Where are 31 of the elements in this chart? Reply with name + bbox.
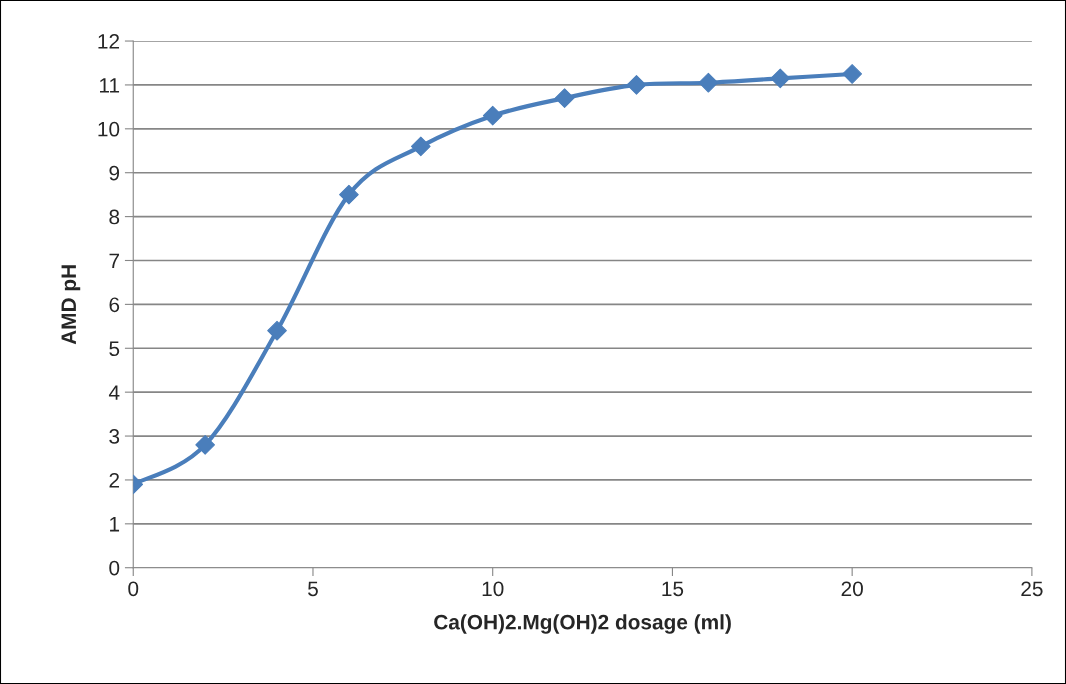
- y-tick-label: 3: [109, 429, 120, 444]
- point: [482, 105, 503, 126]
- x-tick-label: 15: [662, 581, 684, 597]
- y-tick-label: 9: [109, 165, 120, 181]
- y-tick-label: 5: [109, 341, 120, 357]
- point: [626, 75, 647, 95]
- x-tick-label: 10: [482, 581, 504, 597]
- y-tick-label: 7: [109, 253, 120, 269]
- y-axis-title: AMD pH: [61, 265, 81, 345]
- y-tick-label: 6: [109, 297, 120, 313]
- point: [554, 88, 575, 108]
- y-tick-label: 2: [109, 472, 120, 488]
- x-tick-label: 5: [308, 581, 318, 597]
- x-axis-title: Ca(OH)2.Mg(OH)2 dosage (ml): [434, 614, 731, 634]
- y-tick-label: 8: [109, 209, 120, 225]
- x-tick-label: 0: [128, 581, 139, 597]
- y-tick-label: 0: [109, 560, 120, 576]
- point: [267, 320, 287, 341]
- y-tick-label: 10: [98, 121, 120, 137]
- point: [770, 68, 791, 89]
- point: [410, 136, 431, 157]
- y-tick-label: 12: [98, 34, 120, 49]
- x-tick-label: 25: [1021, 581, 1043, 597]
- y-tick-label: 1: [110, 517, 120, 532]
- point: [842, 64, 863, 84]
- x-tick-label: 20: [841, 581, 863, 597]
- y-tick-label: 4: [108, 385, 120, 400]
- point: [698, 72, 719, 93]
- point: [195, 434, 215, 455]
- y-tick-label: 11: [100, 78, 120, 93]
- point: [339, 184, 359, 205]
